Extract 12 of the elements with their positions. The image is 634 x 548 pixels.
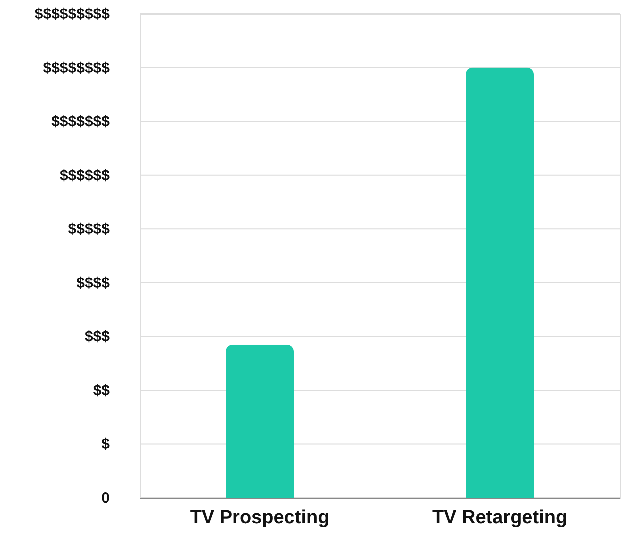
text: 0	[102, 490, 110, 507]
text: $$	[93, 382, 111, 400]
text: $$$$$$$$	[43, 60, 111, 77]
x-tick-label: TV Retargeting	[432, 508, 568, 528]
x-tick-label: TV Prospecting	[190, 508, 330, 528]
text: $$$$$$$	[52, 114, 111, 131]
text: $$$$	[76, 274, 111, 292]
text: $$$$$	[68, 221, 111, 238]
text: $	[102, 436, 111, 454]
text: $$$$$$$$$	[34, 6, 111, 23]
text: $$$$$$	[60, 167, 111, 184]
text: $$$	[84, 328, 111, 346]
